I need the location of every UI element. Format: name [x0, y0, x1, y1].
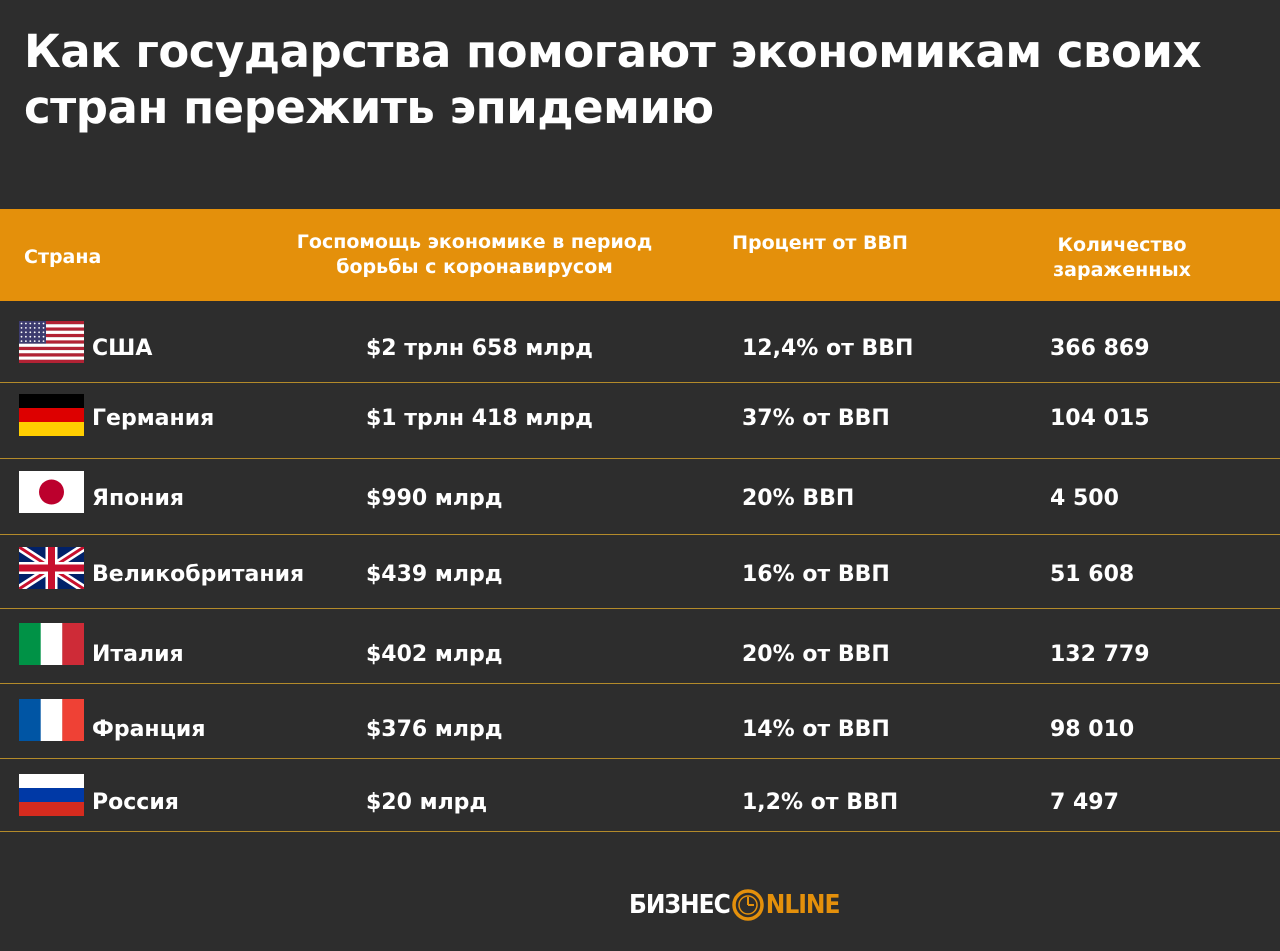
- gdp-percent: 37% от ВВП: [742, 406, 890, 431]
- table-row: Россия $20 млрд 1,2% от ВВП 7 497: [0, 759, 1280, 832]
- row-divider: [0, 683, 1280, 684]
- country-name: Германия: [92, 406, 215, 431]
- aid-amount: $20 млрд: [366, 790, 488, 815]
- gdp-percent: 14% от ВВП: [742, 717, 890, 742]
- table-row: Великобритания $439 млрд 16% от ВВП 51 608: [0, 535, 1280, 609]
- table-row: США $2 трлн 658 млрд 12,4% от ВВП 366 869: [0, 309, 1280, 383]
- aid-amount: $439 млрд: [366, 562, 503, 587]
- table-row: Италия $402 млрд 20% от ВВП 132 779: [0, 609, 1280, 684]
- infected-count: 104 015: [1050, 406, 1150, 431]
- column-header-aid-line2: борьбы с коронавирусом: [336, 256, 613, 278]
- row-divider: [0, 831, 1280, 832]
- clock-o-icon: [732, 889, 764, 921]
- country-name: Италия: [92, 642, 184, 667]
- row-divider: [0, 458, 1280, 459]
- row-divider: [0, 534, 1280, 535]
- gdp-percent: 16% от ВВП: [742, 562, 890, 587]
- column-header-aid-line1: Госпомощь экономике в период: [296, 231, 653, 253]
- column-header-infected-line2: зараженных: [1053, 259, 1191, 281]
- country-name: США: [92, 336, 153, 361]
- gdp-percent: 20% ВВП: [742, 486, 855, 511]
- column-header-infected-line1: Количество: [1057, 234, 1187, 256]
- country-name: Япония: [92, 486, 184, 511]
- aid-amount: $376 млрд: [366, 717, 503, 742]
- page-title: Как государства помогают экономикам свои…: [24, 25, 1202, 134]
- table-row: Германия $1 трлн 418 млрд 37% от ВВП 104 01…: [0, 383, 1280, 459]
- usa-flag-icon: [19, 321, 84, 363]
- aid-amount: $2 трлн 658 млрд: [366, 336, 593, 361]
- column-header-aid: Госпомощь экономике в период борьбы с ко…: [262, 230, 687, 280]
- aid-amount: $990 млрд: [366, 486, 503, 511]
- row-divider: [0, 382, 1280, 383]
- russia-flag-icon: [19, 774, 84, 816]
- infected-count: 7 497: [1050, 790, 1119, 815]
- gdp-percent: 1,2% от ВВП: [742, 790, 899, 815]
- france-flag-icon: [19, 699, 84, 741]
- infected-count: 98 010: [1050, 717, 1135, 742]
- column-header-country: Страна: [24, 246, 102, 268]
- aid-amount: $402 млрд: [366, 642, 503, 667]
- country-name: Великобритания: [92, 562, 305, 587]
- italy-flag-icon: [19, 623, 84, 665]
- row-divider: [0, 758, 1280, 759]
- japan-flag-icon: [19, 471, 84, 513]
- infected-count: 51 608: [1050, 562, 1135, 587]
- aid-amount: $1 трлн 418 млрд: [366, 406, 593, 431]
- gdp-percent: 12,4% от ВВП: [742, 336, 914, 361]
- table-header: Страна Госпомощь экономике в период борь…: [0, 209, 1280, 301]
- column-header-gdp-percent: Процент от ВВП: [732, 232, 908, 254]
- logo-text-part1: БИЗНЕС: [629, 890, 731, 920]
- gdp-percent: 20% от ВВП: [742, 642, 890, 667]
- germany-flag-icon: [19, 394, 84, 436]
- logo: БИЗНЕС NLINE: [629, 884, 840, 926]
- infected-count: 132 779: [1050, 642, 1150, 667]
- infected-count: 4 500: [1050, 486, 1119, 511]
- infected-count: 366 869: [1050, 336, 1150, 361]
- table-row: Франция $376 млрд 14% от ВВП 98 010: [0, 684, 1280, 759]
- column-header-infected: Количество зараженных: [1015, 233, 1229, 283]
- table-row: Япония $990 млрд 20% ВВП 4 500: [0, 459, 1280, 535]
- logo-text-part2: NLINE: [765, 890, 841, 920]
- uk-flag-icon: [19, 547, 84, 589]
- country-name: Франция: [92, 717, 206, 742]
- country-name: Россия: [92, 790, 179, 815]
- row-divider: [0, 608, 1280, 609]
